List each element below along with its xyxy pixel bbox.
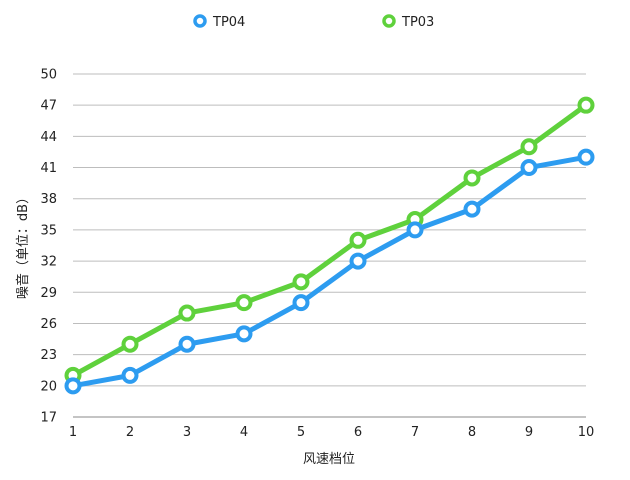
data-point xyxy=(235,294,253,312)
legend-label: TP03 xyxy=(401,15,434,30)
data-point xyxy=(178,335,196,353)
y-tick-label: 26 xyxy=(40,317,57,332)
data-point xyxy=(121,366,139,384)
data-point xyxy=(406,221,424,239)
series-group xyxy=(64,96,595,395)
x-axis-ticks: 1 2 3 4 5 6 7 8 9 10 xyxy=(69,425,594,440)
x-tick-label: 9 xyxy=(525,425,533,440)
legend-marker xyxy=(193,14,207,28)
data-point xyxy=(235,325,253,343)
legend-label: TP04 xyxy=(212,15,245,30)
data-point xyxy=(463,200,481,218)
data-point xyxy=(520,138,538,156)
x-tick-label: 5 xyxy=(297,425,305,440)
x-tick-label: 10 xyxy=(578,425,595,440)
data-point xyxy=(121,335,139,353)
data-point xyxy=(577,96,595,114)
y-tick-label: 44 xyxy=(40,130,57,145)
x-tick-label: 1 xyxy=(69,425,77,440)
x-tick-label: 2 xyxy=(126,425,134,440)
x-tick-label: 7 xyxy=(411,425,419,440)
data-point xyxy=(349,231,367,249)
series-line xyxy=(70,102,589,378)
y-tick-label: 41 xyxy=(40,161,57,176)
x-tick-label: 4 xyxy=(240,425,248,440)
data-point xyxy=(577,148,595,166)
y-tick-label: 32 xyxy=(40,255,57,270)
y-tick-label: 50 xyxy=(40,68,57,83)
legend: TP04 TP03 xyxy=(193,14,434,30)
y-axis-ticks: 17 20 23 26 29 32 35 38 41 44 47 50 xyxy=(40,68,57,426)
data-point xyxy=(178,304,196,322)
x-axis-title: 风速档位 xyxy=(303,452,355,467)
data-point xyxy=(463,169,481,187)
data-point xyxy=(292,294,310,312)
data-point xyxy=(292,273,310,291)
y-tick-label: 17 xyxy=(40,411,57,426)
y-axis-title: 噪音（单位：dB） xyxy=(15,191,31,299)
y-tick-label: 29 xyxy=(40,286,57,301)
x-tick-label: 8 xyxy=(468,425,476,440)
data-point xyxy=(349,252,367,270)
x-tick-label: 6 xyxy=(354,425,362,440)
series-tp03 xyxy=(64,96,595,384)
series-line xyxy=(70,154,589,389)
legend-item-tp04: TP04 xyxy=(193,14,245,30)
y-tick-label: 23 xyxy=(40,348,57,363)
data-point xyxy=(64,377,82,395)
legend-item-tp03: TP03 xyxy=(382,14,434,30)
y-tick-label: 35 xyxy=(40,223,57,238)
y-tick-label: 47 xyxy=(40,99,57,114)
legend-marker xyxy=(382,14,396,28)
y-tick-label: 20 xyxy=(40,379,57,394)
series-tp04 xyxy=(64,148,595,395)
x-tick-label: 3 xyxy=(183,425,191,440)
data-point xyxy=(520,159,538,177)
y-tick-label: 38 xyxy=(40,192,57,207)
